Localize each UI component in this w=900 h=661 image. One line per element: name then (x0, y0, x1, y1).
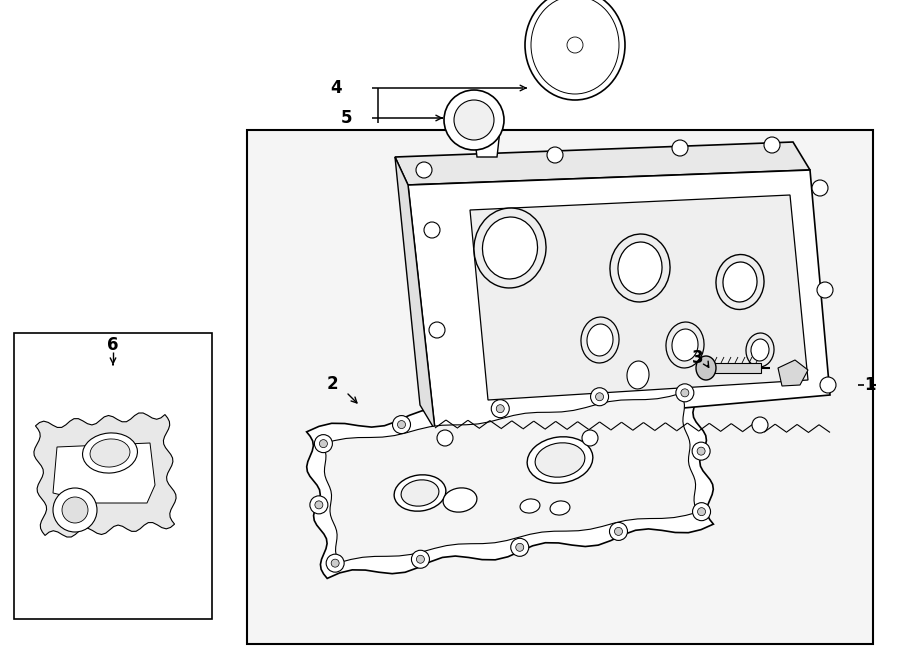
Polygon shape (53, 443, 155, 503)
Circle shape (53, 488, 97, 532)
Circle shape (698, 508, 706, 516)
Text: 6: 6 (107, 336, 119, 354)
Polygon shape (408, 170, 830, 430)
Ellipse shape (474, 208, 546, 288)
Polygon shape (395, 142, 810, 185)
Circle shape (444, 90, 504, 150)
Ellipse shape (520, 499, 540, 513)
Ellipse shape (666, 322, 704, 368)
Circle shape (314, 435, 332, 453)
Ellipse shape (550, 501, 570, 515)
Ellipse shape (401, 480, 439, 506)
Ellipse shape (443, 488, 477, 512)
Ellipse shape (394, 475, 446, 511)
Polygon shape (322, 393, 698, 563)
Circle shape (424, 222, 440, 238)
Circle shape (817, 282, 833, 298)
Circle shape (392, 416, 410, 434)
Circle shape (398, 420, 406, 428)
Text: 4: 4 (330, 79, 342, 97)
Ellipse shape (723, 262, 757, 302)
Circle shape (692, 442, 710, 460)
Ellipse shape (751, 339, 769, 361)
Text: 2: 2 (326, 375, 338, 393)
Circle shape (510, 538, 528, 557)
Bar (247, 130, 873, 644)
Ellipse shape (696, 356, 716, 380)
Ellipse shape (536, 443, 585, 477)
Circle shape (764, 137, 780, 153)
Circle shape (615, 527, 623, 535)
Circle shape (516, 543, 524, 551)
Circle shape (609, 522, 627, 541)
Circle shape (417, 555, 425, 563)
Text: 3: 3 (692, 349, 704, 367)
Polygon shape (711, 363, 761, 373)
Circle shape (429, 322, 445, 338)
Circle shape (331, 559, 339, 567)
Ellipse shape (90, 439, 130, 467)
Polygon shape (395, 157, 435, 430)
Polygon shape (778, 360, 808, 386)
Circle shape (698, 447, 705, 455)
Circle shape (582, 430, 598, 446)
Circle shape (496, 405, 504, 412)
Circle shape (320, 440, 328, 447)
Circle shape (820, 377, 836, 393)
Text: 5: 5 (340, 109, 352, 127)
Circle shape (326, 554, 344, 572)
Circle shape (672, 140, 688, 156)
Circle shape (437, 430, 453, 446)
Ellipse shape (672, 329, 698, 361)
Polygon shape (474, 122, 500, 157)
Circle shape (596, 393, 604, 401)
Circle shape (590, 388, 608, 406)
Ellipse shape (618, 242, 662, 294)
Circle shape (680, 389, 688, 397)
Polygon shape (34, 413, 176, 537)
Circle shape (676, 384, 694, 402)
Circle shape (812, 180, 828, 196)
Circle shape (692, 502, 710, 521)
Ellipse shape (527, 437, 593, 483)
Ellipse shape (716, 254, 764, 309)
Ellipse shape (525, 0, 625, 100)
Ellipse shape (610, 234, 670, 302)
Ellipse shape (531, 0, 619, 94)
Circle shape (310, 496, 328, 514)
Circle shape (567, 37, 583, 53)
Ellipse shape (587, 324, 613, 356)
Circle shape (752, 417, 768, 433)
Circle shape (454, 100, 494, 140)
Bar (14, 333, 212, 619)
Ellipse shape (746, 333, 774, 367)
Circle shape (62, 497, 88, 523)
Text: 1: 1 (864, 376, 876, 394)
Polygon shape (307, 377, 714, 578)
Circle shape (491, 400, 509, 418)
Ellipse shape (581, 317, 619, 363)
Ellipse shape (482, 217, 537, 279)
Circle shape (315, 501, 323, 509)
Circle shape (411, 550, 429, 568)
Circle shape (547, 147, 563, 163)
Ellipse shape (627, 361, 649, 389)
Polygon shape (470, 195, 808, 400)
Ellipse shape (83, 433, 138, 473)
Circle shape (416, 162, 432, 178)
